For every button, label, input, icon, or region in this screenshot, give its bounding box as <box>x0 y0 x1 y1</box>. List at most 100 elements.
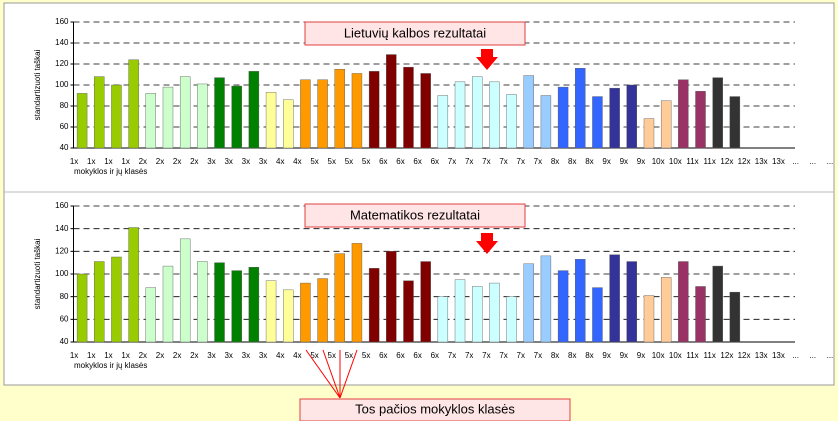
bar <box>283 99 294 149</box>
x-tick-label: 3x <box>224 157 232 166</box>
x-axis-label: mokyklos ir jų klasės <box>74 361 147 370</box>
bar <box>214 262 225 343</box>
x-axis-label: mokyklos ir jų klasės <box>74 167 147 176</box>
x-tick-label: 5x <box>310 157 318 166</box>
x-tick-label: 7x <box>482 351 490 360</box>
plots: 40 60 80 100 120 140 160 standartizuoti taškai m… <box>33 17 833 370</box>
bar <box>76 273 88 343</box>
chart-title: Matematikos rezultatai <box>350 207 480 222</box>
x-tick-label: 12x <box>720 157 733 166</box>
x-tick-label: 6x <box>413 351 421 360</box>
x-tick-label: 7x <box>448 157 456 166</box>
bar <box>557 270 569 343</box>
x-tick-label: 11x <box>686 351 698 360</box>
x-tick-label: 7x <box>482 157 490 166</box>
x-tick-label: 1x <box>87 351 95 360</box>
bar <box>471 286 483 343</box>
x-tick-label: 1x <box>87 157 95 166</box>
x-tick-label: 5x <box>362 157 370 166</box>
y-tick-label: 60 <box>60 314 69 323</box>
x-tick-label: 13x <box>755 157 768 166</box>
x-tick-label: 12x <box>720 351 733 360</box>
bar <box>437 95 449 149</box>
bar <box>368 71 380 149</box>
y-tick-label: 160 <box>55 201 69 210</box>
x-tick-label: 5x <box>362 351 370 360</box>
bar <box>643 118 655 149</box>
x-tick-label: 9x <box>637 157 645 166</box>
bar <box>334 253 345 343</box>
y-tick-label: 80 <box>60 101 69 110</box>
bar <box>695 286 706 343</box>
bar <box>386 54 397 149</box>
x-tick-label: 10x <box>669 351 682 360</box>
x-tick-label: ... <box>792 351 799 360</box>
bar <box>179 238 191 343</box>
x-tick-label: 4x <box>293 351 301 360</box>
x-tick-label: 8x <box>551 157 559 166</box>
bar <box>420 73 431 149</box>
bar <box>575 259 586 343</box>
x-tick-label: 2x <box>156 351 164 360</box>
x-tick-label: 11x <box>686 157 698 166</box>
x-tick-label: 7x <box>517 351 525 360</box>
y-tick-label: 140 <box>55 224 69 233</box>
x-tick-label: 8x <box>585 157 593 166</box>
x-tick-label: 7x <box>534 351 542 360</box>
x-tick-label: 1x <box>70 351 78 360</box>
x-tick-label: 3x <box>259 157 267 166</box>
bar <box>660 277 672 343</box>
x-tick-label: 5x <box>328 157 336 166</box>
bar <box>231 270 242 343</box>
x-tick-label: 12x <box>738 157 751 166</box>
pointer <box>305 349 341 399</box>
bar <box>523 75 534 149</box>
x-tick-label: 1x <box>70 157 78 166</box>
x-tick-label: 7x <box>465 157 473 166</box>
bar <box>145 287 157 343</box>
bar <box>729 291 741 343</box>
x-tick-label: 8x <box>551 351 559 360</box>
bar <box>489 282 500 343</box>
arrow <box>476 233 498 254</box>
bar <box>506 296 517 343</box>
x-tick-label: 7x <box>448 351 456 360</box>
bar <box>248 71 260 149</box>
bar <box>592 287 603 343</box>
bar <box>248 267 260 343</box>
bar <box>162 86 174 149</box>
chart-title: Lietuvių kalbos rezultatai <box>344 25 486 40</box>
bar <box>678 79 689 149</box>
arrow <box>476 49 498 70</box>
bar <box>557 86 569 149</box>
x-tick-label: 6x <box>379 351 387 360</box>
x-tick-label: 9x <box>620 157 628 166</box>
bar <box>162 265 174 343</box>
x-tick-label: 2x <box>190 351 198 360</box>
x-tick-label: 6x <box>413 157 421 166</box>
x-tick-label: 6x <box>431 157 439 166</box>
bar <box>471 76 483 149</box>
y-tick-label: 140 <box>55 38 69 47</box>
bar <box>111 256 122 343</box>
x-tick-label: 8x <box>568 351 576 360</box>
x-tick-label: 9x <box>620 351 628 360</box>
title-box <box>304 21 526 46</box>
x-tick-label: 9x <box>602 157 610 166</box>
bar <box>712 77 723 149</box>
bar <box>660 100 672 149</box>
x-tick-label: 4x <box>276 157 284 166</box>
bar <box>368 268 380 343</box>
x-tick-label: 4x <box>276 351 284 360</box>
x-tick-label: 12x <box>738 351 751 360</box>
bar <box>454 279 466 343</box>
bar <box>626 261 638 343</box>
x-tick-label: 1x <box>104 157 112 166</box>
bar <box>695 91 706 149</box>
bar <box>94 76 105 149</box>
bar <box>523 263 534 343</box>
x-tick-label: 6x <box>396 157 404 166</box>
x-tick-label: ... <box>792 157 799 166</box>
